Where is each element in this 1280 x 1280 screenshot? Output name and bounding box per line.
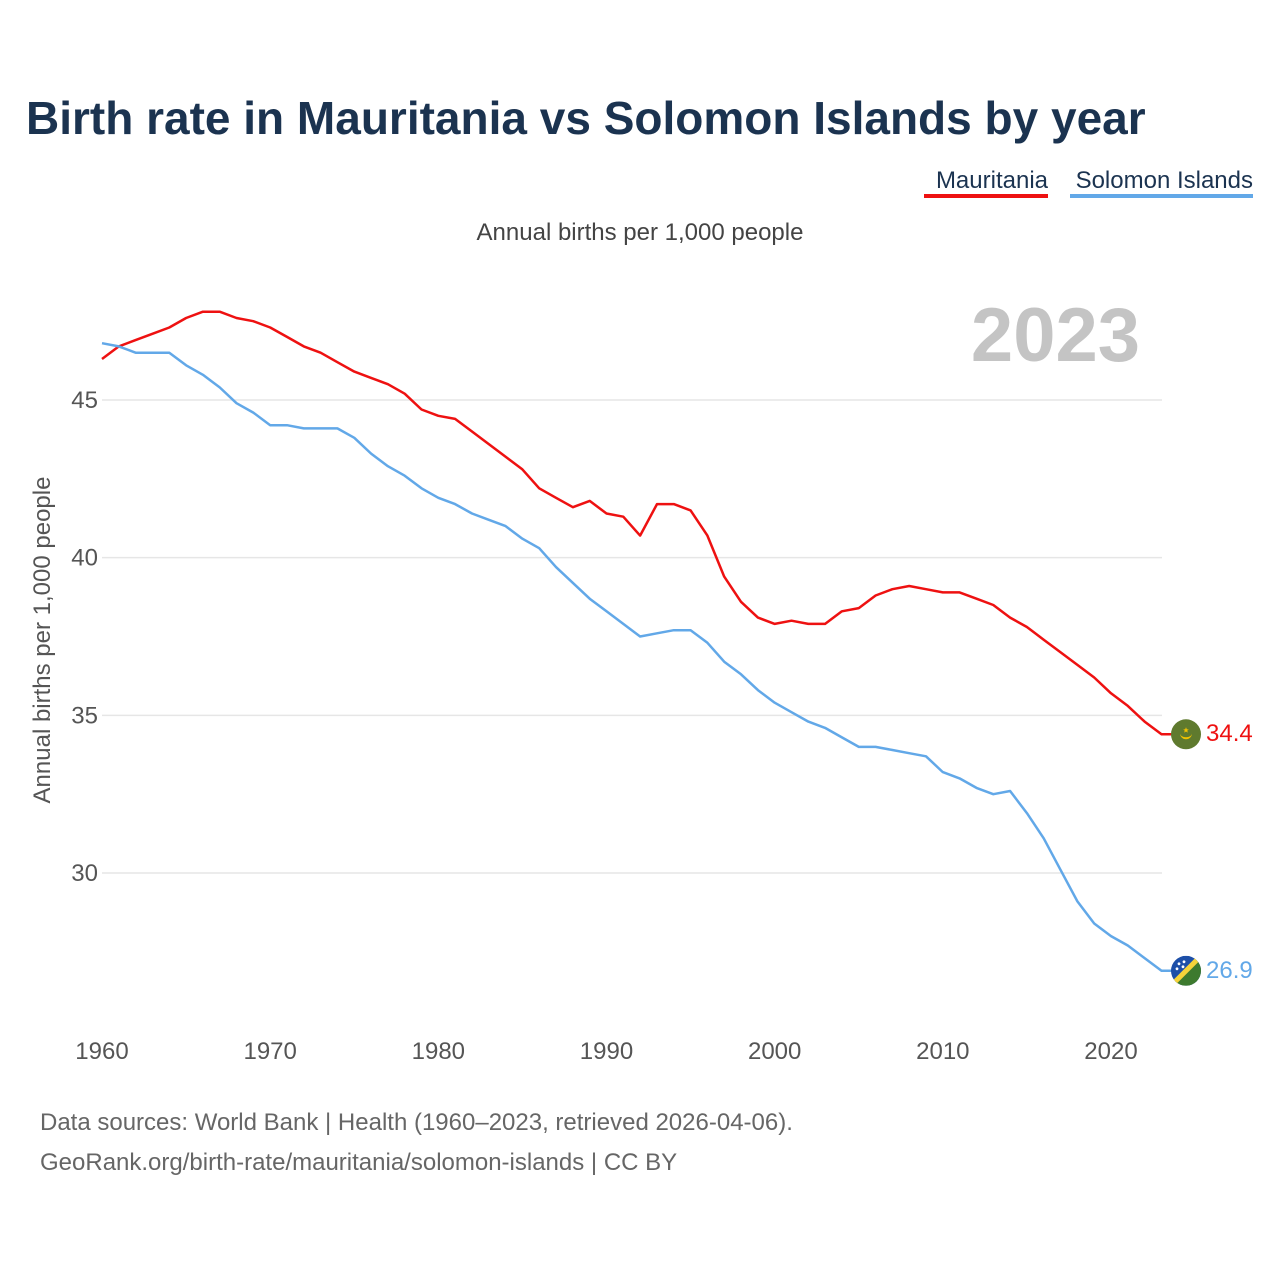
series-lines xyxy=(101,310,1172,973)
chart-subtitle: Annual births per 1,000 people xyxy=(477,219,804,246)
series-line-solomon-islands[interactable] xyxy=(101,341,1172,973)
current-year-watermark: 2023 xyxy=(971,293,1140,378)
source-line-2[interactable]: GeoRank.org/birth-rate/mauritania/solomo… xyxy=(40,1149,677,1176)
x-tick-label-2020: 2020 xyxy=(1084,1038,1137,1065)
x-axis-ticks: 1960 1970 1980 1990 2000 2010 2020 xyxy=(75,1038,1137,1065)
y-tick-label-40: 40 xyxy=(71,545,98,572)
x-tick-label-2010: 2010 xyxy=(916,1038,969,1065)
x-tick-label-1990: 1990 xyxy=(580,1038,633,1065)
end-value-mauritania: 34.4 xyxy=(1206,720,1253,747)
mauritania-flag-icon xyxy=(1171,719,1201,750)
gridlines xyxy=(102,399,1162,874)
chart-title: Birth rate in Mauritania vs Solomon Isla… xyxy=(26,92,1146,144)
series-line-mauritania[interactable] xyxy=(101,310,1172,736)
y-tick-label-30: 30 xyxy=(71,860,98,887)
x-tick-label-1970: 1970 xyxy=(243,1038,296,1065)
x-tick-label-1980: 1980 xyxy=(412,1038,465,1065)
mauritania-flag-marker xyxy=(1171,719,1201,750)
star-icon xyxy=(1183,727,1189,733)
legend-item-solomon-islands[interactable]: Solomon Islands xyxy=(1076,167,1253,194)
source-line-1: Data sources: World Bank | Health (1960–… xyxy=(40,1109,793,1136)
y-axis-label: Annual births per 1,000 people xyxy=(29,477,56,804)
solomon-islands-flag-marker xyxy=(1171,955,1201,986)
legend: Mauritania Solomon Islands xyxy=(924,167,1253,198)
y-tick-label-35: 35 xyxy=(71,702,98,729)
y-axis-ticks: 30 35 40 45 xyxy=(71,387,98,887)
y-tick-label-45: 45 xyxy=(71,387,98,414)
crescent-icon xyxy=(1180,733,1192,740)
end-value-solomon-islands: 26.9 xyxy=(1206,957,1253,984)
x-tick-label-1960: 1960 xyxy=(75,1038,128,1065)
legend-item-mauritania[interactable]: Mauritania xyxy=(936,167,1049,194)
x-tick-label-2000: 2000 xyxy=(748,1038,801,1065)
